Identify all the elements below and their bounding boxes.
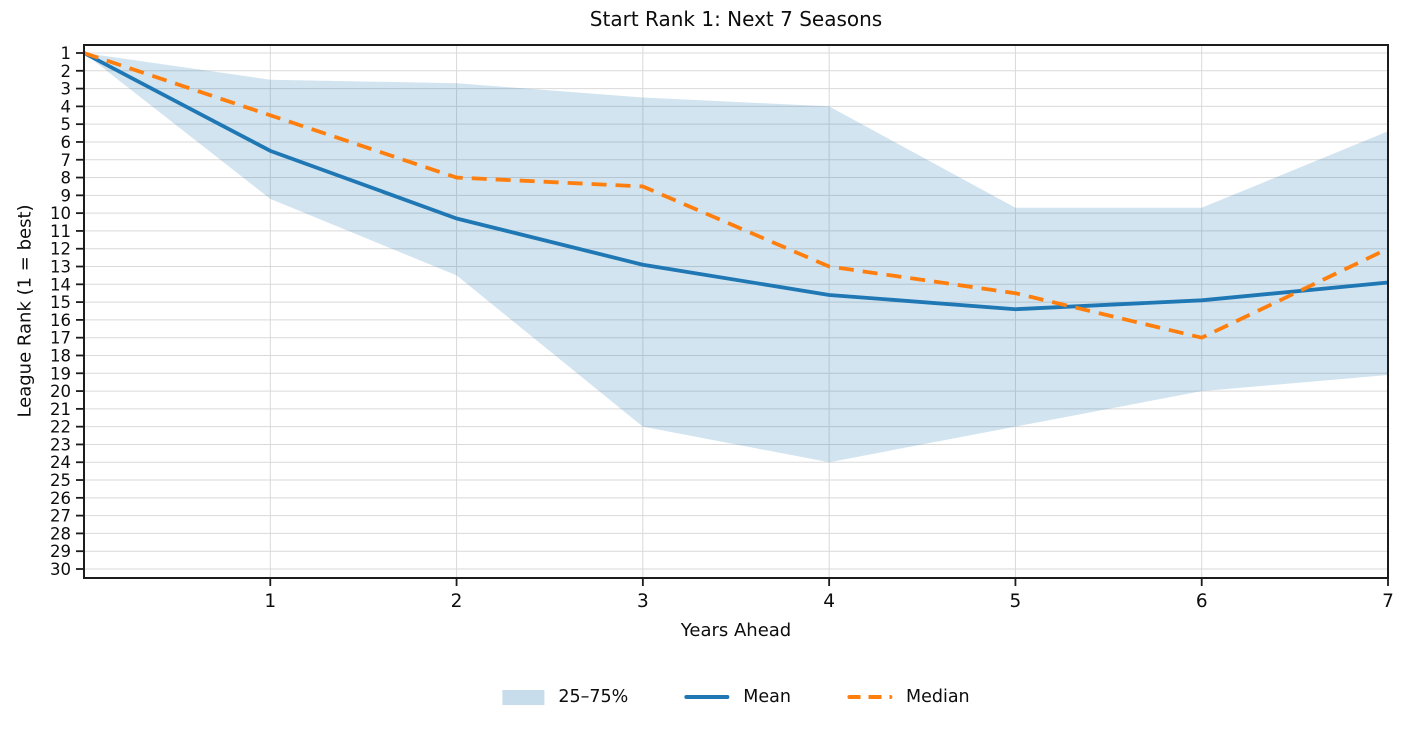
y-tick-label: 25	[50, 471, 71, 490]
legend-item-band: 25–75%	[502, 687, 628, 707]
y-tick-label: 24	[50, 453, 71, 472]
y-tick-label: 14	[50, 275, 71, 294]
y-tick-label: 12	[50, 240, 71, 259]
legend-label-mean: Mean	[743, 687, 791, 707]
y-tick-label: 18	[50, 346, 71, 365]
y-tick-label: 29	[50, 542, 71, 561]
x-tick-label: 7	[1382, 591, 1394, 612]
y-tick-label: 26	[50, 489, 71, 508]
x-tick-label: 3	[637, 591, 649, 612]
legend-label-median: Median	[905, 687, 970, 707]
y-tick-label: 15	[50, 293, 71, 312]
y-tick-label: 23	[50, 435, 71, 454]
x-tick-label: 2	[451, 591, 463, 612]
y-tick-label: 27	[50, 507, 71, 526]
y-tick-label: 19	[50, 364, 71, 383]
x-tick-label: 5	[1010, 591, 1022, 612]
chart-title: Start Rank 1: Next 7 Seasons	[589, 7, 883, 31]
median-line-swatch	[846, 695, 892, 699]
y-tick-label: 4	[61, 97, 72, 116]
y-tick-label: 17	[50, 329, 71, 348]
y-tick-label: 30	[50, 560, 71, 579]
axes-frame	[83, 44, 1389, 579]
y-tick-label: 16	[50, 311, 71, 330]
x-axis-label: Years Ahead	[680, 620, 792, 641]
y-tick-label: 28	[50, 524, 71, 543]
y-tick-label: 2	[61, 62, 72, 81]
y-tick-label: 21	[50, 400, 71, 419]
y-tick-label: 1	[61, 44, 72, 63]
legend-item-median: Median	[846, 687, 970, 707]
y-axis-label: League Rank (1 = best)	[14, 204, 36, 418]
x-tick-label: 6	[1196, 591, 1208, 612]
y-tick-label: 10	[50, 204, 71, 223]
median-line	[83, 51, 1389, 340]
y-tick-label: 9	[61, 186, 72, 205]
x-tick-label: 1	[264, 591, 276, 612]
y-tick-label: 13	[50, 258, 71, 277]
y-tick-label: 20	[50, 382, 71, 401]
y-tick-label: 5	[61, 115, 72, 134]
legend: 25–75% Mean Median	[502, 687, 970, 707]
y-tick-label: 11	[50, 222, 71, 241]
mean-line-swatch	[684, 695, 730, 699]
y-tick-label: 6	[61, 133, 72, 152]
y-tick-label: 22	[50, 418, 71, 437]
confidence-band	[84, 53, 1388, 463]
y-tick-label: 3	[61, 80, 72, 99]
mean-line	[83, 51, 1389, 312]
band-swatch	[502, 689, 545, 705]
y-tick-label: 7	[61, 151, 72, 170]
x-tick-label: 4	[823, 591, 835, 612]
y-tick-label: 8	[61, 169, 72, 188]
legend-label-band: 25–75%	[558, 687, 629, 707]
legend-item-mean: Mean	[684, 687, 791, 707]
